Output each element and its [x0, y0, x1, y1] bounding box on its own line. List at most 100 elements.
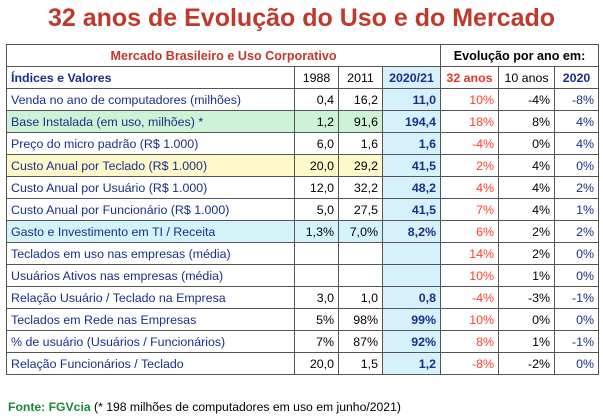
evolution-32-anos: 8%: [440, 330, 499, 353]
column-header-index: Índices e Valores: [6, 66, 295, 89]
value-1988: 0,4: [294, 88, 339, 111]
table-row: Venda no ano de computadores (milhões) 0,…: [6, 88, 600, 111]
table-row: Teclados em uso nas empresas (média) 14% 2…: [6, 242, 600, 265]
value-1988: 20,0: [294, 352, 339, 375]
column-header-1988: 1988: [294, 66, 339, 89]
value-2011: 98%: [338, 308, 383, 331]
evolution-2020: 2%: [553, 220, 600, 243]
table-row: Custo Anual por Usuário (R$ 1.000) 12,0 32…: [6, 176, 600, 199]
value-2020-21: 92%: [382, 330, 441, 353]
value-2020-21: 41,5: [382, 154, 441, 177]
row-label: Usuários Ativos nas empresas (média): [6, 264, 295, 287]
value-2020-21: 8,2%: [382, 220, 441, 243]
evolution-32-anos: 10%: [440, 264, 499, 287]
table-row: % de usuário (Usuários / Funcionários) 7%…: [6, 330, 600, 353]
source-label: Fonte: FGVcia: [8, 400, 91, 414]
evolution-header: Evolução por ano em:: [439, 44, 600, 67]
evolution-2020: 2%: [553, 176, 600, 199]
evolution-2020: 0%: [553, 352, 600, 375]
table-row: Preço do micro padrão (R$ 1.000) 6,0 1,6 1,…: [6, 132, 600, 155]
column-header-32-anos: 32 anos: [440, 66, 499, 89]
evolution-10-anos: 8%: [498, 110, 555, 133]
evolution-32-anos: 4%: [440, 176, 499, 199]
value-2011: 87%: [338, 330, 383, 353]
value-2011: [338, 242, 383, 265]
row-label: Gasto e Investimento em TI / Receita: [6, 220, 295, 243]
evolution-10-anos: 0%: [498, 308, 555, 331]
row-label: Relação Funcionários / Teclado: [6, 352, 295, 375]
value-2020-21: 1,2: [382, 352, 441, 375]
value-2020-21: 41,5: [382, 198, 441, 221]
value-2011: [338, 264, 383, 287]
table-row: Custo Anual por Teclado (R$ 1.000) 20,0 29…: [6, 154, 600, 177]
evolution-32-anos: 18%: [440, 110, 499, 133]
value-2011: 29,2: [338, 154, 383, 177]
evolution-10-anos: 4%: [498, 154, 555, 177]
value-2011: 27,5: [338, 198, 383, 221]
evolution-32-anos: 10%: [440, 308, 499, 331]
value-2011: 16,2: [338, 88, 383, 111]
evolution-32-anos: 7%: [440, 198, 499, 221]
column-header-10-anos: 10 anos: [498, 66, 555, 89]
value-1988: 20,0: [294, 154, 339, 177]
evolution-2020: 0%: [553, 154, 600, 177]
row-label: Teclados em uso nas empresas (média): [6, 242, 295, 265]
row-label: % de usuário (Usuários / Funcionários): [6, 330, 295, 353]
evolution-10-anos: 1%: [498, 330, 555, 353]
footer-note: (* 198 milhões de computadores em uso em…: [90, 400, 401, 414]
value-2020-21: 11,0: [382, 88, 441, 111]
column-header-2020: 2020: [553, 66, 600, 89]
value-2020-21: [382, 264, 441, 287]
value-2020-21: 48,2: [382, 176, 441, 199]
table-row: Relação Usuário / Teclado na Empresa 3,0 1…: [6, 286, 600, 309]
evolution-10-anos: 4%: [498, 198, 555, 221]
evolution-10-anos: -3%: [498, 286, 555, 309]
evolution-2020: 1%: [553, 198, 600, 221]
column-header-2020-21: 2020/21: [382, 66, 441, 89]
value-1988: 5%: [294, 308, 339, 331]
table-row: Gasto e Investimento em TI / Receita 1,3%…: [6, 220, 600, 243]
evolution-32-anos: 10%: [440, 88, 499, 111]
value-2020-21: [382, 242, 441, 265]
row-label: Relação Usuário / Teclado na Empresa: [6, 286, 295, 309]
footer: Fonte: FGVcia (* 198 milhões de computad…: [8, 400, 401, 414]
value-1988: 6,0: [294, 132, 339, 155]
evolution-10-anos: -4%: [498, 88, 555, 111]
value-1988: 1,2: [294, 110, 339, 133]
market-header: Mercado Brasileiro e Uso Corporativo: [6, 44, 441, 67]
evolution-10-anos: 1%: [498, 264, 555, 287]
table-row: Base Instalada (em uso, milhões) * 1,2 91,…: [6, 110, 600, 133]
value-1988: 3,0: [294, 286, 339, 309]
evolution-10-anos: 4%: [498, 176, 555, 199]
evolution-10-anos: 0%: [498, 132, 555, 155]
evolution-32-anos: -8%: [440, 352, 499, 375]
evolution-2020: 4%: [553, 110, 600, 133]
value-2011: 1,6: [338, 132, 383, 155]
value-2020-21: 194,4: [382, 110, 441, 133]
value-1988: 5,0: [294, 198, 339, 221]
row-label: Custo Anual por Funcionário (R$ 1.000): [6, 198, 295, 221]
value-1988: 12,0: [294, 176, 339, 199]
value-2020-21: 0,8: [382, 286, 441, 309]
evolution-32-anos: 6%: [440, 220, 499, 243]
column-header-2011: 2011: [338, 66, 383, 89]
value-1988: [294, 242, 339, 265]
value-2011: 7,0%: [338, 220, 383, 243]
value-1988: 7%: [294, 330, 339, 353]
evolution-2020: 4%: [553, 132, 600, 155]
market-table: Mercado Brasileiro e Uso Corporativo Evo…: [6, 44, 600, 375]
evolution-2020: -8%: [553, 88, 600, 111]
value-2011: 32,2: [338, 176, 383, 199]
evolution-2020: -1%: [553, 286, 600, 309]
evolution-10-anos: 2%: [498, 242, 555, 265]
row-label: Custo Anual por Usuário (R$ 1.000): [6, 176, 295, 199]
evolution-32-anos: 14%: [440, 242, 499, 265]
page-title: 32 anos de Evolução do Uso e do Mercado: [47, 4, 556, 32]
row-label: Base Instalada (em uso, milhões) *: [6, 110, 295, 133]
table-row: Teclados em Rede nas Empresas 5% 98% 99% 10%…: [6, 308, 600, 331]
evolution-10-anos: 2%: [498, 220, 555, 243]
evolution-2020: 0%: [553, 264, 600, 287]
evolution-10-anos: -2%: [498, 352, 555, 375]
table-row: Relação Funcionários / Teclado 20,0 1,5 1,2…: [6, 352, 600, 375]
table-row: Usuários Ativos nas empresas (média) 10% 1…: [6, 264, 600, 287]
